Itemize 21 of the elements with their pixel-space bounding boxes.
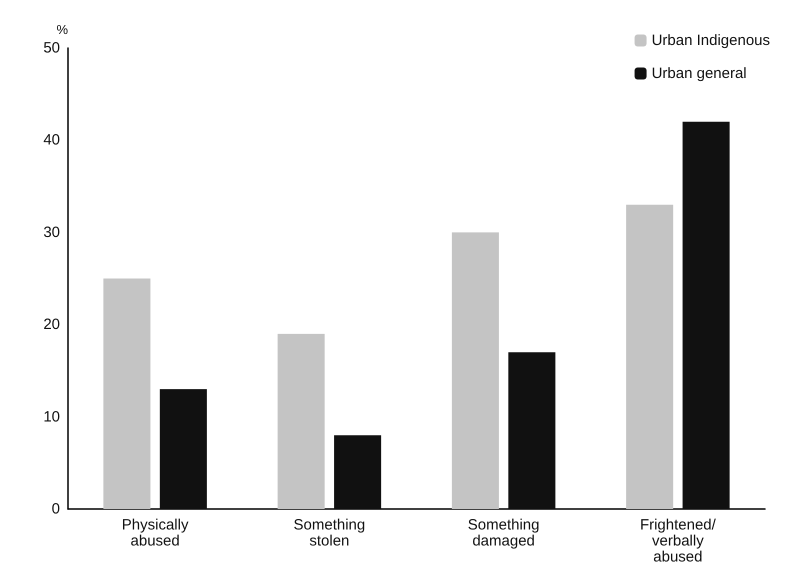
bar <box>278 334 325 509</box>
y-tick-label: 40 <box>43 132 60 149</box>
legend-label: Urban general <box>652 65 747 82</box>
y-tick-label: 20 <box>43 316 60 334</box>
y-tick-label: 10 <box>43 408 60 426</box>
bar <box>508 352 556 509</box>
x-tick-label: Something stolen <box>294 516 366 550</box>
x-tick-label: Frightened/verbally abused <box>640 516 717 566</box>
bar <box>103 278 150 509</box>
y-tick-label: 50 <box>43 40 60 56</box>
bar <box>626 204 674 509</box>
x-tick-label: Physically abused <box>122 516 189 550</box>
bar <box>452 232 499 509</box>
y-tick-label: 0 <box>52 500 60 518</box>
x-tick-label: Something damaged <box>468 516 540 550</box>
bar <box>334 435 382 509</box>
y-axis-title: % <box>56 22 68 37</box>
y-tick-label: 30 <box>43 224 60 241</box>
legend-label: Urban Indigenous <box>652 32 770 49</box>
bar <box>682 122 730 509</box>
bar <box>160 389 207 509</box>
